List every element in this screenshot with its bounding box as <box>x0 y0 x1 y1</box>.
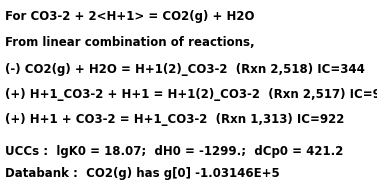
Text: (+) H+1_CO3-2 + H+1 = H+1(2)_CO3-2  (Rxn 2,517) IC=921: (+) H+1_CO3-2 + H+1 = H+1(2)_CO3-2 (Rxn … <box>5 88 377 101</box>
Text: UCCs :  lgK0 = 18.07;  dH0 = -1299.;  dCp0 = 421.2: UCCs : lgK0 = 18.07; dH0 = -1299.; dCp0 … <box>5 145 343 158</box>
Text: (+) H+1 + CO3-2 = H+1_CO3-2  (Rxn 1,313) IC=922: (+) H+1 + CO3-2 = H+1_CO3-2 (Rxn 1,313) … <box>5 113 344 125</box>
Text: For CO3-2 + 2<H+1> = CO2(g) + H2O: For CO3-2 + 2<H+1> = CO2(g) + H2O <box>5 10 254 22</box>
Text: Databank :  CO2(g) has g[0] -1.03146E+5: Databank : CO2(g) has g[0] -1.03146E+5 <box>5 167 279 180</box>
Text: From linear combination of reactions,: From linear combination of reactions, <box>5 36 254 49</box>
Text: (-) CO2(g) + H2O = H+1(2)_CO3-2  (Rxn 2,518) IC=344: (-) CO2(g) + H2O = H+1(2)_CO3-2 (Rxn 2,5… <box>5 64 365 76</box>
